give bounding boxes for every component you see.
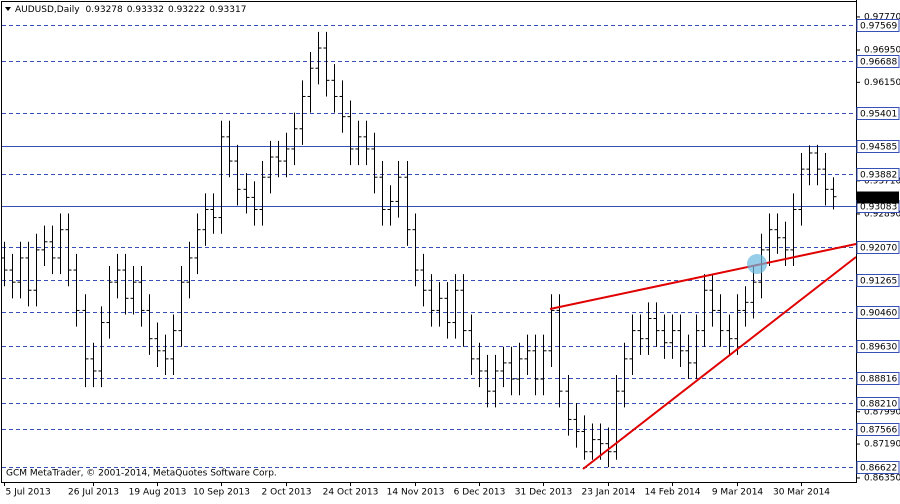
price-level-tag (856, 241, 900, 254)
price-level-label: 0.93882 (860, 171, 897, 181)
price-level-label: 0.91265 (860, 277, 897, 287)
price-level-label: 0.97569 (860, 22, 897, 32)
price-level-tag (856, 423, 900, 436)
y-tick-label: 0.96150 (864, 78, 900, 88)
price-level-label: 0.89630 (860, 343, 897, 353)
header-value: 0.93332 (127, 5, 164, 15)
x-tick-label: 6 Dec 2013 (454, 488, 506, 498)
y-tick-label: 0.86350 (864, 473, 900, 483)
price-level-tag (856, 372, 900, 385)
price-level-tag (856, 340, 900, 353)
header-value: 0.93317 (209, 5, 246, 15)
copyright: GCM MetaTrader, © 2001-2014, MetaQuotes … (6, 469, 277, 479)
price-level-tag (856, 306, 900, 319)
price-level-tag (856, 107, 900, 120)
y-tick-label: 0.87990 (864, 407, 900, 417)
y-tick-label: 0.96950 (864, 46, 900, 56)
x-tick-label: 5 Jul 2013 (6, 488, 51, 498)
price-level-tag (856, 461, 900, 474)
price-level-tag (856, 19, 900, 32)
levels (2, 25, 856, 468)
trend-line-lower (582, 256, 857, 470)
current-price-label: 0.93317 (860, 194, 897, 204)
price-level-label: 0.88210 (860, 400, 897, 410)
x-tick-label: 19 Aug 2013 (129, 488, 187, 498)
price-level-tag (856, 140, 900, 153)
header-value: 0.93222 (168, 5, 205, 15)
x-tick-label: 14 Feb 2014 (644, 488, 700, 498)
x-tick-label: 9 Mar 2014 (712, 488, 764, 498)
y-tick-label: 0.93710 (864, 176, 900, 186)
price-level-tag (856, 168, 900, 181)
x-tick-label: 31 Dec 2013 (515, 488, 573, 498)
price-level-tag (856, 397, 900, 410)
x-tick-label: 23 Jan 2014 (582, 488, 636, 498)
price-level-label: 0.86622 (860, 464, 897, 474)
symbol: AUDUSD,Daily (15, 5, 80, 15)
x-tick-label: 2 Oct 2013 (262, 488, 312, 498)
price-axis: 0.97770 0.96950 0.96150 0.93710 0.92890 0.879… (856, 0, 900, 483)
x-tick-label: 14 Nov 2013 (387, 488, 445, 498)
price-level-label: 0.92070 (860, 244, 897, 254)
chart-header: AUDUSD,Daily 0.93278 0.93332 0.93222 0.93317 (15, 5, 246, 15)
price-level-label: 0.95401 (860, 110, 897, 120)
x-tick-label: 10 Sep 2013 (193, 488, 250, 498)
price-level-label: 0.94585 (860, 143, 897, 153)
x-tick-label: 30 Mar 2014 (773, 488, 830, 498)
x-tick-label: 26 Jul 2013 (68, 488, 119, 498)
price-level-label: 0.96688 (860, 58, 897, 68)
bars (1, 31, 837, 468)
price-level-label: 0.90460 (860, 309, 897, 319)
price-level-label: 0.88816 (860, 375, 897, 385)
price-level-label: 0.87566 (860, 426, 897, 436)
y-tick-label: 0.87190 (864, 440, 900, 450)
trend-line-upper (549, 243, 857, 310)
x-tick-label: 24 Oct 2013 (323, 488, 379, 498)
time-axis: 5 Jul 2013 26 Jul 2013 19 Aug 2013 10 Sep 2… (4, 482, 830, 498)
current-price-tag (857, 191, 899, 204)
price-level-tag (856, 274, 900, 287)
y-tick-label: 0.97770 (864, 12, 900, 22)
breakout-marker (747, 254, 767, 274)
price-level-tag (856, 55, 900, 68)
y-tick-label: 0.92890 (864, 209, 900, 219)
price-level-label: 0.93083 (860, 203, 897, 213)
header-value: 0.93278 (86, 5, 123, 15)
header-arrow (5, 7, 11, 11)
